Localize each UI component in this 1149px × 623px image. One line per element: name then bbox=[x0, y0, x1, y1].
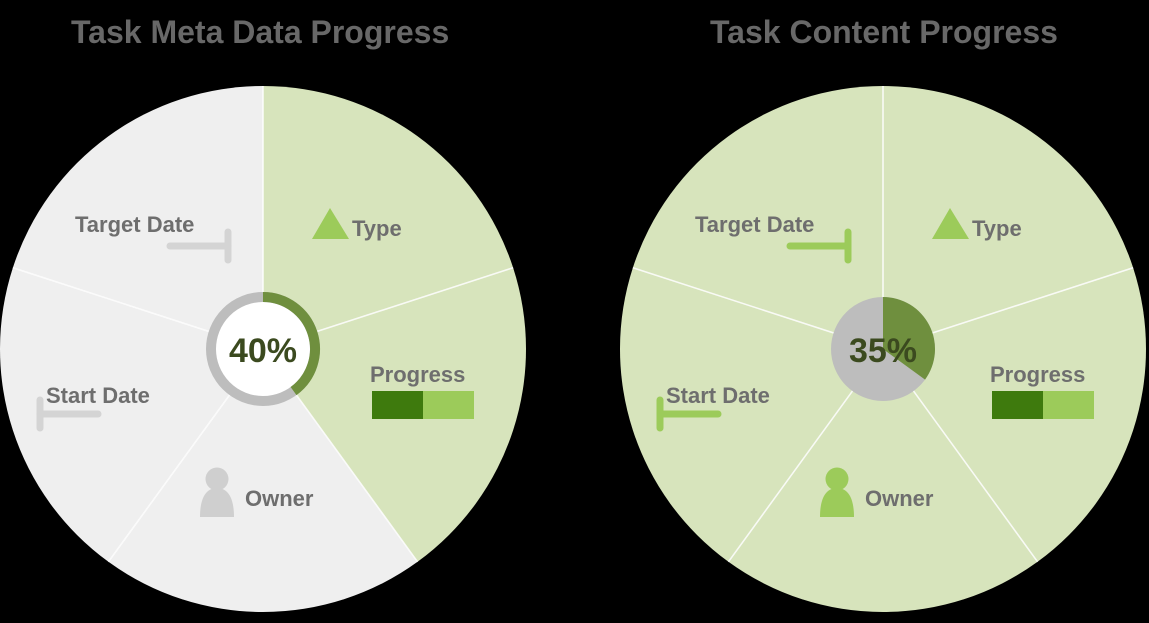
svg-text:Type: Type bbox=[972, 216, 1022, 241]
svg-text:Owner: Owner bbox=[245, 486, 314, 511]
svg-text:40%: 40% bbox=[229, 332, 297, 370]
svg-text:Progress: Progress bbox=[370, 362, 465, 387]
svg-text:Owner: Owner bbox=[865, 486, 934, 511]
svg-text:Progress: Progress bbox=[990, 362, 1085, 387]
svg-text:Start Date: Start Date bbox=[666, 383, 770, 408]
svg-text:Target Date: Target Date bbox=[75, 212, 194, 237]
svg-text:Target Date: Target Date bbox=[695, 212, 814, 237]
svg-text:35%: 35% bbox=[849, 332, 917, 370]
svg-text:Start Date: Start Date bbox=[46, 383, 150, 408]
svg-text:Type: Type bbox=[352, 216, 402, 241]
